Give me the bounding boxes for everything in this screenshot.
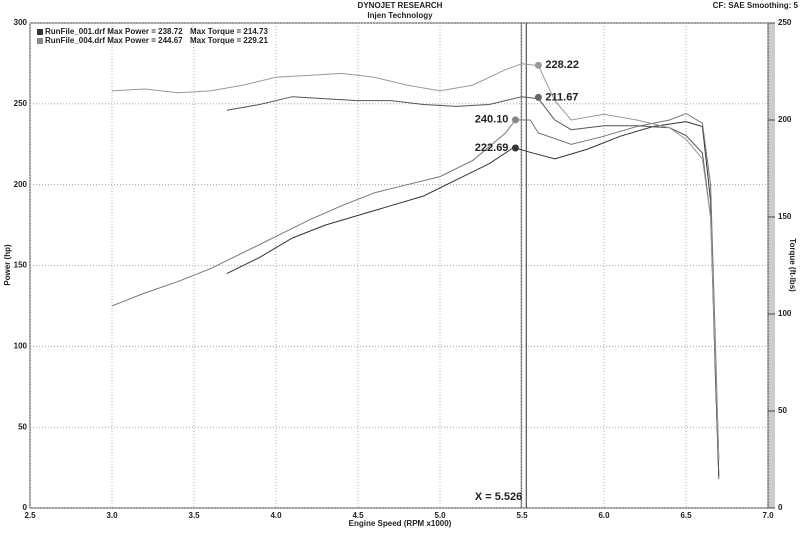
x-tick-label: 4.5	[352, 511, 364, 520]
annotation-label: 228.22	[545, 59, 579, 71]
legend-swatch	[37, 38, 43, 44]
legend-text: Max Torque = 214.73	[190, 27, 268, 36]
y2-tick-label: 50	[778, 406, 787, 415]
series-line	[111, 112, 720, 460]
y2-axis-label: Torque (ft-lbs)	[788, 238, 797, 292]
y2-tick-label: 100	[778, 309, 792, 318]
y2-tick-label: 250	[778, 18, 792, 27]
chart-subtitle: Injen Technology	[367, 11, 433, 20]
y-tick-label: 250	[14, 99, 28, 108]
annotation-label: 211.67	[545, 91, 578, 103]
y-tick-label: 50	[18, 422, 27, 431]
x-tick-label: 7.0	[762, 511, 774, 520]
y-tick-label: 100	[14, 341, 28, 350]
x-tick-label: 6.0	[598, 511, 610, 520]
y-tick-label: 0	[23, 503, 28, 512]
y2-tick-label: 0	[778, 503, 783, 512]
x-tick-label: 5.5	[516, 511, 528, 520]
legend-text: RunFile_004.drf Max Power = 244.67	[45, 36, 183, 45]
y2-tick-label: 200	[778, 115, 792, 124]
legend-swatch	[37, 29, 43, 35]
annotation-marker	[511, 116, 519, 124]
annotation-label: 222.69	[475, 142, 509, 154]
legend-text: RunFile_001.drf Max Power = 238.72	[45, 27, 183, 36]
y-tick-label: 150	[14, 261, 28, 270]
x-tick-label: 6.5	[680, 511, 692, 520]
x-tick-label: 2.5	[24, 511, 36, 520]
series-line	[226, 96, 720, 479]
series-line	[226, 121, 720, 476]
cursor-label: X = 5.526	[475, 491, 522, 503]
x-tick-label: 3.0	[106, 511, 118, 520]
x-tick-label: 4.0	[270, 511, 282, 520]
annotation-marker	[511, 144, 519, 152]
settings-label: CF: SAE Smoothing: 5	[713, 1, 799, 10]
chart-title: DYNOJET RESEARCH	[358, 1, 443, 10]
x-tick-label: 5.0	[434, 511, 446, 520]
annotation-label: 240.10	[475, 114, 509, 126]
x-tick-label: 3.5	[188, 511, 200, 520]
series-line	[111, 63, 720, 460]
legend-text: Max Torque = 229.21	[190, 36, 268, 45]
right-axis-strip	[768, 23, 775, 508]
y-tick-label: 300	[14, 18, 28, 27]
annotation-marker	[534, 93, 542, 101]
x-axis-label: Engine Speed (RPM x1000)	[349, 519, 452, 528]
y2-tick-label: 150	[778, 212, 792, 221]
y-axis-label: Power (hp)	[3, 244, 12, 286]
y-tick-label: 200	[14, 180, 28, 189]
annotation-marker	[534, 61, 542, 69]
